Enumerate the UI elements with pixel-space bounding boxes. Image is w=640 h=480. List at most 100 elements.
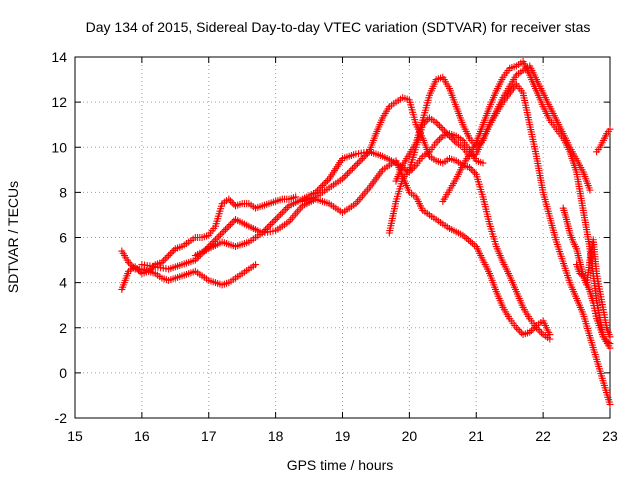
data-point <box>128 262 136 270</box>
data-point <box>467 165 475 173</box>
data-point <box>532 324 540 332</box>
data-point <box>263 224 271 232</box>
data-point <box>216 231 224 239</box>
data-point <box>526 328 534 336</box>
x-tick-label: 23 <box>602 428 618 444</box>
data-point <box>342 171 350 179</box>
data-point <box>230 200 238 208</box>
data-point <box>275 212 283 220</box>
data-point <box>226 197 234 205</box>
data-point <box>432 118 440 126</box>
data-point <box>213 234 221 242</box>
data-point <box>516 327 524 335</box>
data-point <box>339 175 346 183</box>
data-point <box>228 199 236 207</box>
x-tick-label: 18 <box>268 428 284 444</box>
data-point <box>265 222 273 230</box>
data-point <box>345 168 353 176</box>
data-point <box>168 248 176 256</box>
data-point <box>512 324 520 332</box>
data-point <box>347 166 355 174</box>
data-point <box>439 125 447 133</box>
data-point <box>606 125 614 133</box>
data-point <box>466 164 474 172</box>
y-tick-label: 6 <box>59 230 67 246</box>
data-point <box>215 232 223 240</box>
series-trace-3 <box>138 157 554 339</box>
data-point <box>262 226 270 234</box>
data-point <box>536 327 544 335</box>
y-tick-label: 12 <box>51 94 67 110</box>
data-point <box>477 138 485 146</box>
series-trace-5 <box>298 94 554 343</box>
data-point <box>349 165 357 173</box>
data-point <box>537 329 545 337</box>
data-point <box>355 158 363 166</box>
y-tick-label: 4 <box>59 275 67 291</box>
data-point <box>220 227 228 235</box>
data-point <box>260 227 268 235</box>
data-point <box>252 261 260 269</box>
data-point <box>210 237 218 245</box>
data-point <box>354 160 362 168</box>
data-point <box>437 124 445 132</box>
data-point <box>340 173 348 181</box>
data-point <box>230 217 238 225</box>
data-point <box>267 221 275 229</box>
data-point <box>527 327 535 335</box>
series-trace-11 <box>593 125 614 156</box>
data-point <box>344 170 352 178</box>
data-point <box>282 205 290 213</box>
data-point <box>268 219 276 227</box>
data-point <box>514 325 522 333</box>
data-point <box>163 253 171 261</box>
grid <box>75 57 610 418</box>
data-point <box>165 252 173 260</box>
data-point <box>606 340 614 348</box>
y-tick-label: 2 <box>59 320 67 336</box>
data-point <box>160 257 168 265</box>
data-point <box>352 161 360 169</box>
series-trace-1 <box>118 193 300 293</box>
data-point <box>280 207 288 215</box>
data-point <box>359 155 367 163</box>
data-point <box>534 325 542 333</box>
data-point <box>432 139 440 147</box>
data-point <box>451 137 459 145</box>
series-trace-10 <box>559 204 614 341</box>
data-point <box>315 185 323 193</box>
data-point <box>223 224 231 232</box>
x-tick-label: 17 <box>201 428 217 444</box>
data-point <box>228 219 236 227</box>
data-point <box>435 122 443 130</box>
data-point <box>258 229 266 237</box>
data-point <box>283 204 291 212</box>
x-tick-label: 22 <box>535 428 551 444</box>
series-trace-2 <box>118 247 260 289</box>
data-point <box>606 400 614 408</box>
data-point <box>225 222 233 230</box>
y-axis-label: SDTVAR / TECUs <box>5 181 21 293</box>
x-tick-label: 19 <box>335 428 351 444</box>
y-tick-label: 0 <box>59 365 67 381</box>
data-point <box>586 186 594 194</box>
data-point <box>435 135 443 143</box>
data-point <box>604 338 612 346</box>
x-tick-label: 16 <box>134 428 150 444</box>
data-point <box>479 159 487 167</box>
data-point <box>469 167 477 175</box>
data-point <box>318 182 326 190</box>
y-tick-label: 8 <box>59 184 67 200</box>
chart-title: Day 134 of 2015, Sidereal Day-to-day VTE… <box>86 19 591 35</box>
data-point <box>546 335 554 343</box>
data-point <box>158 258 166 266</box>
data-point <box>126 260 134 268</box>
data-point <box>322 178 330 186</box>
data-point <box>440 127 448 135</box>
data-point <box>357 156 365 164</box>
data-point <box>225 195 233 203</box>
data-point <box>277 210 285 218</box>
data-point <box>125 258 132 266</box>
data-point <box>449 135 457 143</box>
